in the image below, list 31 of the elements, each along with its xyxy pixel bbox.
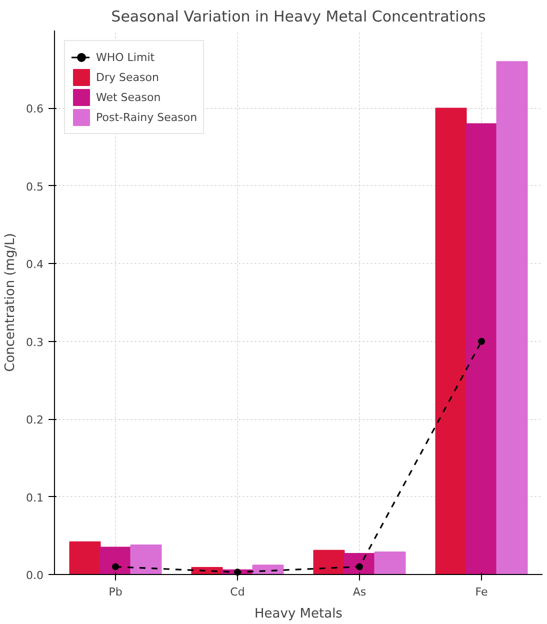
bar	[496, 61, 528, 574]
chart-title: Seasonal Variation in Heavy Metal Concentrations	[111, 8, 486, 26]
x-tick-label: Fe	[475, 586, 488, 598]
legend-label: WHO Limit	[96, 50, 155, 64]
legend-label: Post-Rainy Season	[96, 110, 198, 124]
bar	[100, 546, 132, 574]
x-tick-label: As	[352, 586, 366, 598]
y-tick-label: 0.6	[26, 102, 44, 116]
legend-label: Dry Season	[96, 70, 159, 84]
point	[234, 568, 241, 576]
legend-label: Wet Season	[96, 90, 161, 104]
bar	[69, 541, 101, 574]
point	[112, 563, 119, 570]
y-axis-title: Concentration (mg/L)	[3, 233, 18, 372]
y-tick-label: 0.4	[26, 258, 44, 272]
bar	[466, 123, 498, 574]
x-tick-label: Pb	[108, 586, 122, 598]
y-tick-label: 0.0	[26, 569, 44, 582]
x-axis-title: Heavy Metals	[254, 606, 343, 622]
y-tick-label: 0.5	[26, 180, 44, 194]
x-tick-label: Cd	[230, 586, 245, 598]
y-tick-label: 0.3	[26, 336, 44, 349]
point	[356, 563, 363, 570]
y-tick-label: 0.2	[26, 414, 44, 427]
bar	[344, 553, 376, 574]
bar	[435, 108, 467, 574]
bar	[130, 544, 162, 574]
bar	[374, 551, 406, 574]
bar	[313, 550, 345, 574]
point	[478, 338, 485, 345]
y-tick-label: 0.1	[26, 491, 44, 504]
